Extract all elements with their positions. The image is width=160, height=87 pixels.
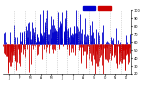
FancyBboxPatch shape — [83, 6, 95, 10]
FancyBboxPatch shape — [98, 6, 111, 10]
